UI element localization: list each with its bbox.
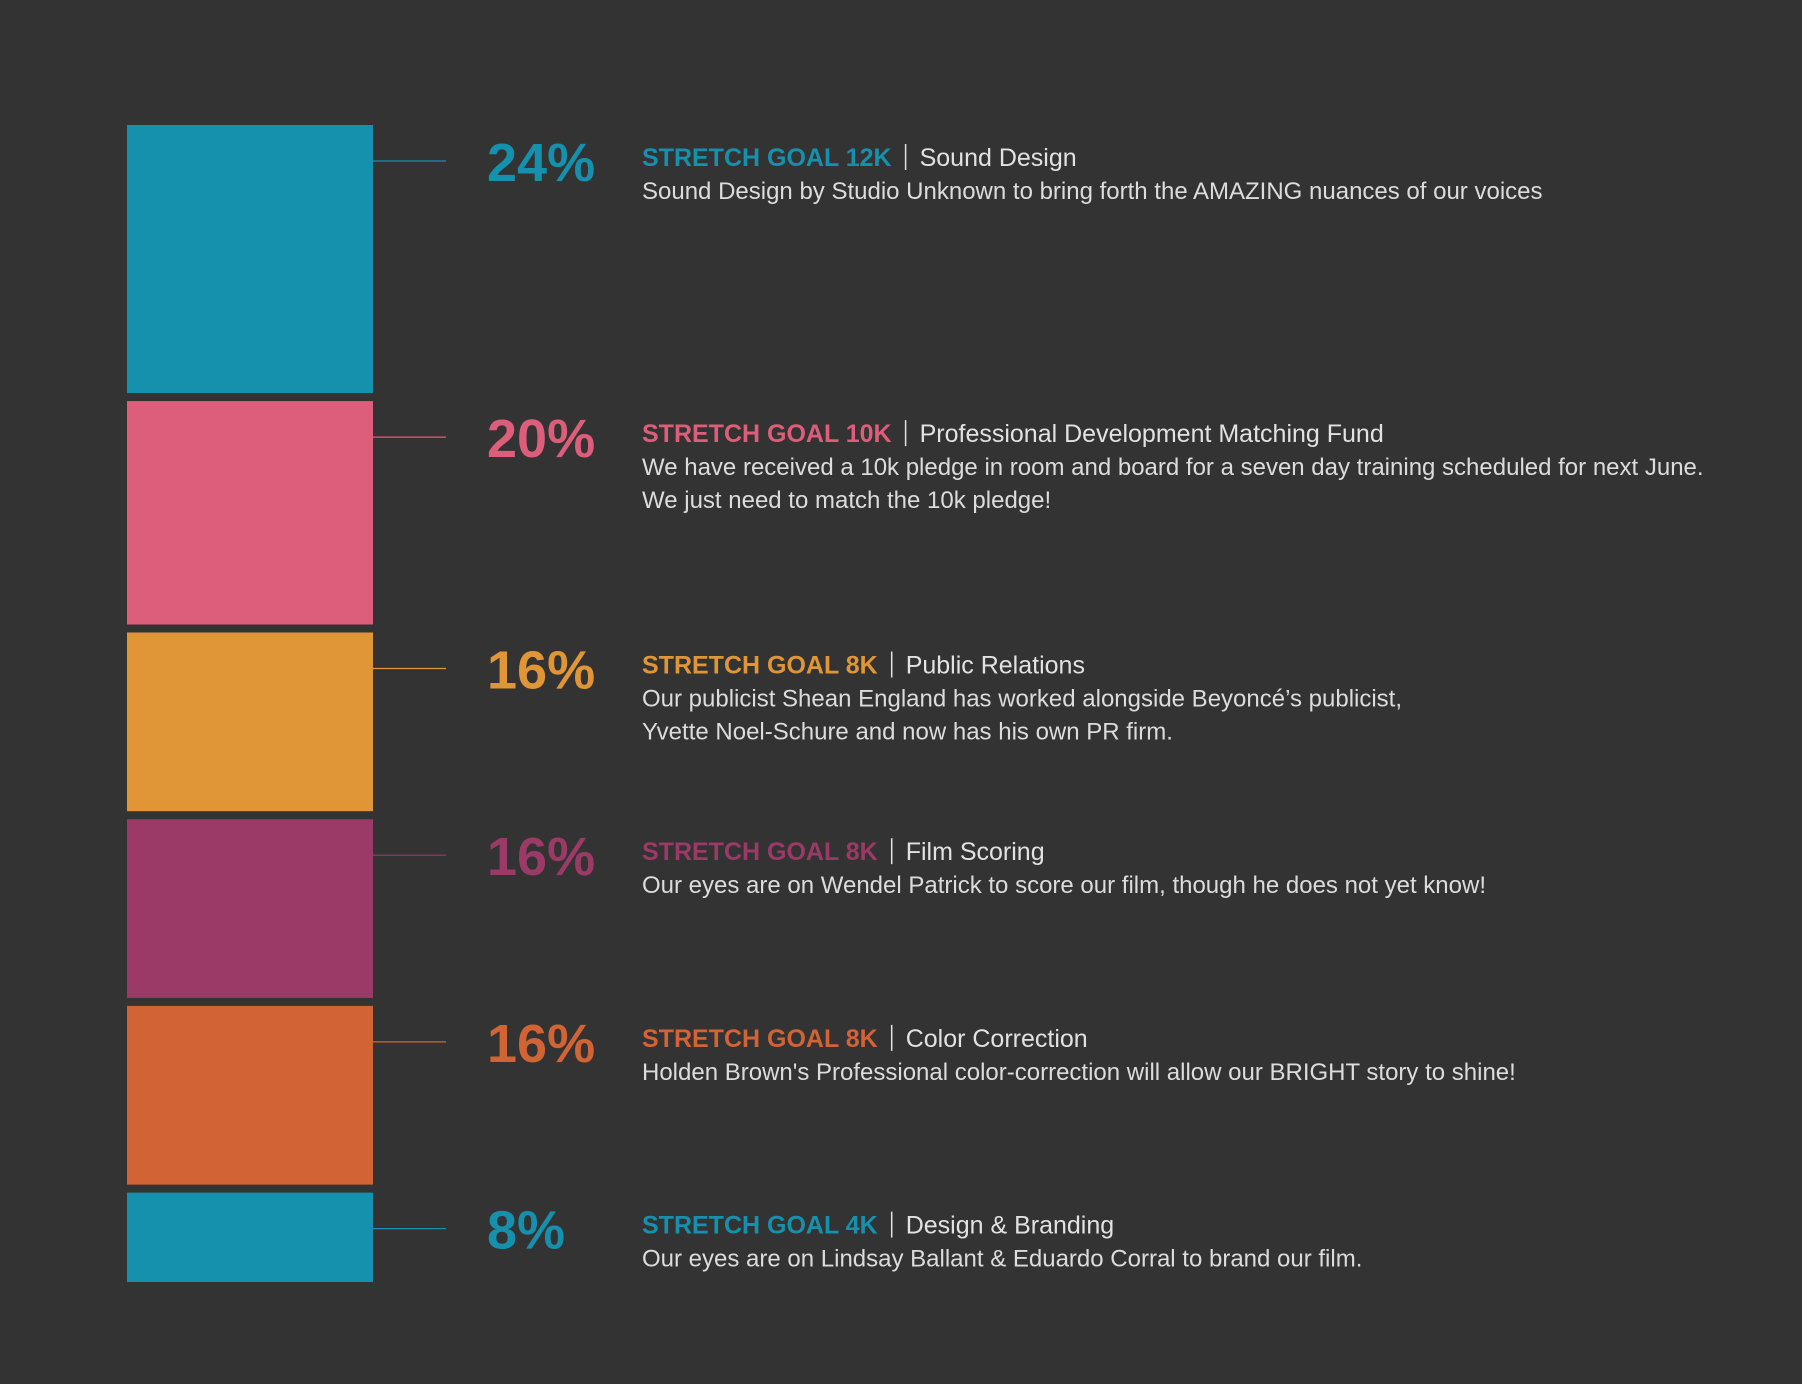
percent-label: 24% xyxy=(487,133,595,193)
goal-label: STRETCH GOAL 4K xyxy=(642,1212,878,1240)
goal-description: We just need to match the 10k pledge! xyxy=(642,487,1051,514)
bar-segment xyxy=(127,401,373,625)
goal-label: STRETCH GOAL 8K xyxy=(642,838,878,866)
goal-title: Sound Design xyxy=(920,144,1077,172)
goal-title: Color Correction xyxy=(906,1025,1088,1053)
goal-description: Yvette Noel-Schure and now has his own P… xyxy=(642,719,1173,746)
goal-description: Sound Design by Studio Unknown to bring … xyxy=(642,178,1543,205)
goal-title: Film Scoring xyxy=(906,838,1045,866)
goal-title: Professional Development Matching Fund xyxy=(920,420,1384,448)
bar-segment xyxy=(127,1192,373,1282)
goal-title: Public Relations xyxy=(906,652,1085,680)
percent-label: 16% xyxy=(487,641,595,701)
goal-description: We have received a 10k pledge in room an… xyxy=(642,454,1704,481)
goal-description: Our publicist Shean England has worked a… xyxy=(642,686,1402,713)
percent-label: 20% xyxy=(487,409,595,469)
goal-label: STRETCH GOAL 8K xyxy=(642,1025,878,1053)
bar-stack xyxy=(127,125,446,1282)
goal-label: STRETCH GOAL 10K xyxy=(642,420,892,448)
label-column: 24% STRETCH GOAL 12K Sound Design Sound Des… xyxy=(487,133,1704,1273)
bar-segment xyxy=(127,819,373,998)
goal-label: STRETCH GOAL 8K xyxy=(642,652,878,680)
goal-description: Our eyes are on Wendel Patrick to score … xyxy=(642,872,1486,899)
percent-label: 16% xyxy=(487,827,595,887)
bar-segment xyxy=(127,632,373,812)
bar-segment xyxy=(127,125,373,394)
bar-segment xyxy=(127,1005,373,1185)
percent-label: 16% xyxy=(487,1014,595,1074)
goal-title: Design & Branding xyxy=(906,1212,1114,1240)
goal-description: Holden Brown's Professional color-correc… xyxy=(642,1059,1516,1086)
percent-label: 8% xyxy=(487,1201,565,1261)
goal-label: STRETCH GOAL 12K xyxy=(642,144,892,172)
goal-description: Our eyes are on Lindsay Ballant & Eduard… xyxy=(642,1246,1362,1273)
